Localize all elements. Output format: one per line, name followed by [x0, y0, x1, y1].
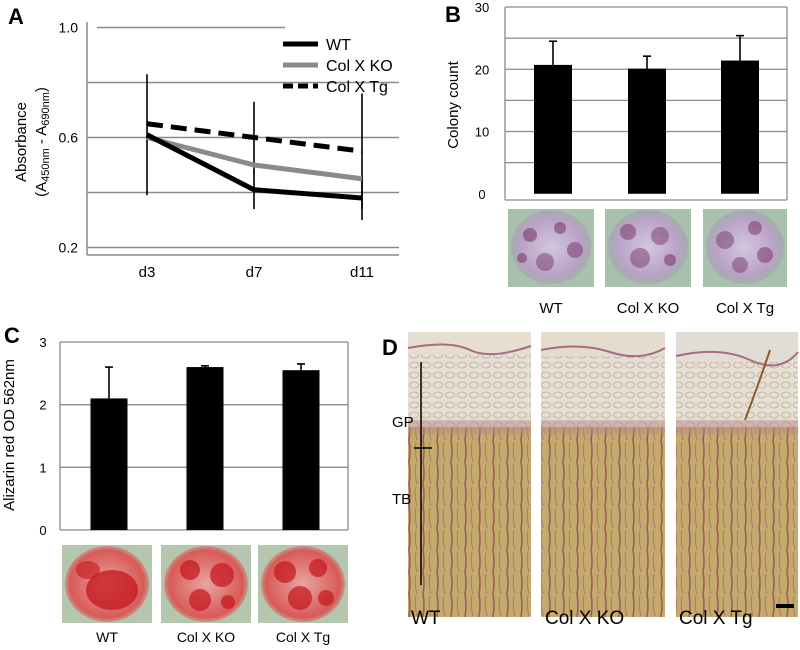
colony-blob [554, 222, 566, 234]
mineral-deposit [318, 590, 334, 606]
dish-ko [164, 546, 248, 622]
colony-blob [567, 242, 583, 258]
colony-blob [748, 221, 762, 235]
y-tick-label: 20 [475, 62, 489, 77]
colony-blob [664, 254, 676, 266]
dish-ko [608, 210, 688, 284]
series-line-2 [146, 121, 363, 154]
y-tick-label: 0 [39, 523, 46, 538]
bar-col-x-ko [186, 367, 224, 530]
y-axis-sublabel-part: 690nm [40, 92, 52, 126]
y-axis-sublabel-part: A [33, 182, 50, 192]
bar-col-x-ko [628, 68, 666, 194]
y-axis-label: Absorbance [13, 102, 30, 182]
y-tick-label: 3 [39, 335, 46, 350]
panel-label-a: A [8, 4, 24, 29]
colony-blob [651, 227, 669, 245]
bar-col-x-tg [721, 60, 759, 194]
histology-label-wt: WT [411, 608, 441, 629]
dish-label-c-ko: Col X KO [177, 629, 235, 645]
scale-bar [776, 604, 794, 608]
chart-c: 3 2 1 0 Alizarin red OD 562nm [1, 335, 349, 538]
colony-blob [732, 257, 748, 273]
y-axis-sublabel-part: 450nm [40, 148, 52, 182]
zone-label-tb: TB [392, 491, 411, 508]
mineral-deposit [210, 563, 234, 587]
panel-label-c: C [4, 323, 20, 348]
panel-label-d: D [382, 335, 398, 360]
y-tick-label: 0 [478, 187, 485, 202]
y-tick-label: 0.2 [59, 240, 79, 256]
dish-label-c-tg: Col X Tg [276, 629, 330, 645]
histology-wt [407, 332, 532, 617]
y-tick-label: 0.6 [59, 130, 79, 146]
histology-label-ko: Col X KO [545, 608, 624, 629]
colony-blob [620, 224, 636, 240]
dish-label-c-wt: WT [96, 629, 118, 645]
dish-tg [261, 546, 345, 622]
y-axis-sublabel-part: ( [33, 192, 50, 197]
mineral-deposit [309, 559, 327, 577]
y-tick-label: 1.0 [59, 20, 79, 36]
y-tick-label: 30 [475, 0, 489, 15]
x-tick-label: d3 [139, 264, 156, 281]
colony-blob [517, 253, 527, 263]
dish-label-b-wt: WT [539, 300, 562, 317]
y-axis-sublabel-part: - A [33, 126, 50, 149]
zone-label-gp: GP [392, 414, 414, 431]
panel-c-dish-images [62, 545, 348, 623]
y-axis-sublabel-part: ) [33, 87, 50, 92]
mineral-deposit [86, 570, 138, 610]
series-line-1 [146, 135, 363, 182]
y-axis-sublabel: (A450nm - A690nm) [33, 87, 52, 197]
mineral-deposit [180, 560, 200, 580]
panel-b-dish-images [508, 209, 787, 287]
y-tick-label: 1 [39, 460, 46, 475]
panel-d-histology [407, 332, 799, 617]
chart-b: 30 20 10 0 Colony count [445, 0, 788, 202]
mineral-deposit [274, 561, 296, 583]
histology-tg [675, 332, 799, 617]
dish-label-b-ko: Col X KO [617, 300, 680, 317]
x-tick-label: d7 [246, 264, 263, 281]
bar-col-x-tg [282, 370, 320, 530]
legend-entry: Col X Tg [326, 79, 388, 96]
mineral-deposit [288, 586, 312, 610]
bar-wt [90, 398, 128, 530]
panel-label-b: B [445, 2, 461, 27]
mineral-deposit [76, 561, 100, 579]
histology-label-tg: Col X Tg [679, 608, 753, 629]
bar-wt [534, 64, 572, 194]
legend-entry: WT [326, 37, 351, 54]
colony-blob [757, 247, 773, 263]
x-tick-label: d11 [350, 264, 374, 281]
y-tick-label: 2 [39, 398, 46, 413]
mineral-deposit [189, 589, 211, 611]
y-axis-label: Colony count [445, 60, 462, 148]
series-line-0 [145, 132, 363, 201]
colony-blob [523, 228, 537, 242]
y-tick-label: 10 [475, 125, 489, 140]
mineral-deposit [221, 595, 235, 609]
dish-label-b-tg: Col X Tg [716, 300, 774, 317]
colony-blob [716, 231, 734, 249]
dish-tg [706, 210, 784, 284]
legend-entry: Col X KO [326, 58, 393, 75]
colony-blob [630, 248, 650, 268]
colony-blob [536, 253, 554, 271]
histology-ko [540, 332, 666, 617]
y-axis-label: Alizarin red OD 562nm [1, 359, 18, 511]
